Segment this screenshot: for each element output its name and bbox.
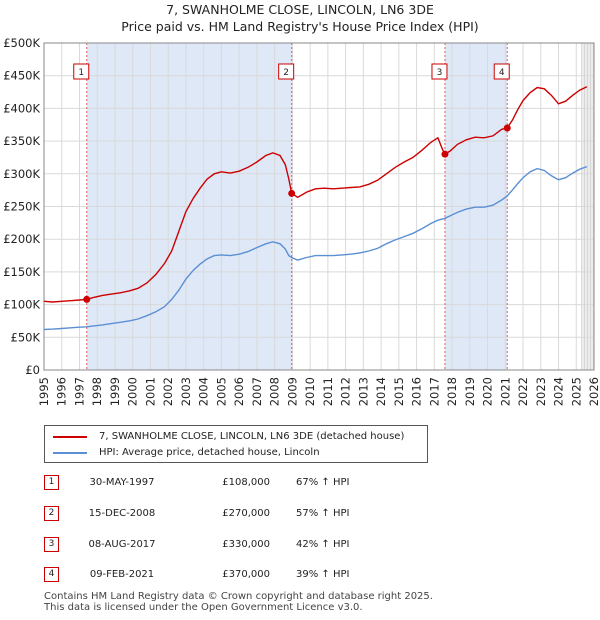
sale-point: [288, 189, 296, 197]
x-tick-label: 1999: [108, 377, 122, 406]
x-tick-label: 2007: [250, 377, 264, 406]
sale-badge-box: [73, 63, 90, 80]
legend-swatch-property: [53, 436, 87, 438]
y-tick-label: £400K: [3, 101, 40, 115]
sale-row: 1 30-MAY-1997 £108,000 67% ↑ HPI: [44, 473, 444, 493]
sale-badge-box: [493, 63, 510, 80]
x-tick-label: 2021: [498, 377, 512, 406]
x-tick-label: 1995: [37, 377, 51, 406]
x-tick-label: 2012: [339, 377, 353, 406]
sale-date: 15-DEC-2008: [88, 508, 156, 519]
x-tick-label: 2023: [534, 377, 548, 406]
hpi-line: [43, 165, 588, 331]
x-tick-label: 2016: [410, 377, 424, 406]
legend-label-hpi: HPI: Average price, detached house, Linc…: [99, 447, 320, 458]
x-tick-label: 2002: [161, 377, 175, 406]
x-tick-label: 2026: [587, 377, 600, 406]
x-tick-label: 2015: [392, 377, 406, 406]
legend: 7, SWANHOLME CLOSE, LINCOLN, LN6 3DE (de…: [44, 425, 428, 463]
x-tick-label: 2000: [126, 377, 140, 406]
x-tick-label: 2011: [321, 377, 335, 406]
sale-point: [83, 295, 91, 303]
x-tick-label: 1996: [55, 377, 69, 406]
y-tick-label: £100K: [3, 298, 40, 312]
sale-date: 30-MAY-1997: [89, 477, 155, 488]
y-tick-label: £500K: [3, 36, 40, 50]
sale-row: 2 15-DEC-2008 £270,000 57% ↑ HPI: [44, 504, 444, 524]
sale-badge-box: [278, 63, 295, 80]
sale-number-badge: 1: [44, 475, 59, 490]
sale-point: [503, 124, 511, 132]
y-tick-label: £300K: [3, 167, 40, 181]
legend-label-property: 7, SWANHOLME CLOSE, LINCOLN, LN6 3DE (de…: [99, 431, 405, 442]
y-tick-label: £0: [25, 363, 40, 377]
x-tick-label: 2018: [445, 377, 459, 406]
x-tick-label: 2010: [303, 377, 317, 406]
sale-date: 08-AUG-2017: [88, 539, 156, 550]
sale-price: £270,000: [222, 508, 270, 519]
sale-number-badge: 4: [44, 567, 59, 582]
y-tick-label: £350K: [3, 134, 40, 148]
x-tick-label: 2025: [569, 377, 583, 406]
y-tick-label: £50K: [11, 330, 41, 344]
footer-attribution: Contains HM Land Registry data © Crown c…: [44, 591, 433, 613]
x-tick-label: 2008: [268, 377, 282, 406]
sale-badge-box: [431, 63, 448, 80]
x-tick-label: 2003: [179, 377, 193, 406]
x-tick-label: 2019: [463, 377, 477, 406]
sale-date: 09-FEB-2021: [89, 569, 155, 580]
sale-number-badge: 2: [44, 506, 59, 521]
x-tick-label: 2005: [214, 377, 228, 406]
chart-subtitle: Price paid vs. HM Land Registry's House …: [121, 19, 478, 34]
sale-row: 3 08-AUG-2017 £330,000 42% ↑ HPI: [44, 535, 444, 555]
sale-badge-label: 2: [283, 68, 289, 78]
legend-swatch-hpi: [53, 452, 87, 454]
footer-copyright: Contains HM Land Registry data © Crown c…: [44, 591, 433, 602]
sale-hpi-change: 67% ↑ HPI: [296, 477, 350, 488]
chart-title: 7, SWANHOLME CLOSE, LINCOLN, LN6 3DE: [166, 2, 434, 17]
x-tick-label: 2014: [374, 377, 388, 406]
x-tick-label: 1997: [72, 377, 86, 406]
plot-area-border: [43, 42, 595, 371]
y-tick-label: £450K: [3, 69, 40, 83]
sale-price: £108,000: [222, 477, 270, 488]
sale-price: £330,000: [222, 539, 270, 550]
sale-badge-label: 3: [437, 68, 443, 78]
x-tick-label: 2013: [356, 377, 370, 406]
x-tick-label: 2020: [481, 377, 495, 406]
y-tick-label: £200K: [3, 232, 40, 246]
y-tick-label: £250K: [3, 200, 40, 214]
x-tick-label: 2022: [516, 377, 530, 406]
x-tick-label: 2006: [232, 377, 246, 406]
sale-badge-label: 1: [78, 68, 84, 78]
sale-badge-label: 4: [499, 68, 505, 78]
sale-row: 4 09-FEB-2021 £370,000 39% ↑ HPI: [44, 565, 444, 585]
footer-licence: This data is licensed under the Open Gov…: [44, 602, 363, 613]
x-tick-label: 1998: [90, 377, 104, 406]
price-chart: 7, SWANHOLME CLOSE, LINCOLN, LN6 3DE Pri…: [3, 2, 600, 406]
sale-point: [441, 150, 449, 158]
x-tick-label: 2009: [285, 377, 299, 406]
sale-hpi-change: 57% ↑ HPI: [296, 508, 350, 519]
x-tick-label: 2001: [143, 377, 157, 406]
sale-hpi-change: 39% ↑ HPI: [296, 569, 350, 580]
x-tick-label: 2017: [427, 377, 441, 406]
sale-number-badge: 3: [44, 537, 59, 552]
x-tick-label: 2024: [552, 377, 566, 406]
sale-hpi-change: 42% ↑ HPI: [296, 539, 350, 550]
sale-price: £370,000: [222, 569, 270, 580]
y-tick-label: £150K: [3, 265, 40, 279]
x-tick-label: 2004: [197, 377, 211, 406]
